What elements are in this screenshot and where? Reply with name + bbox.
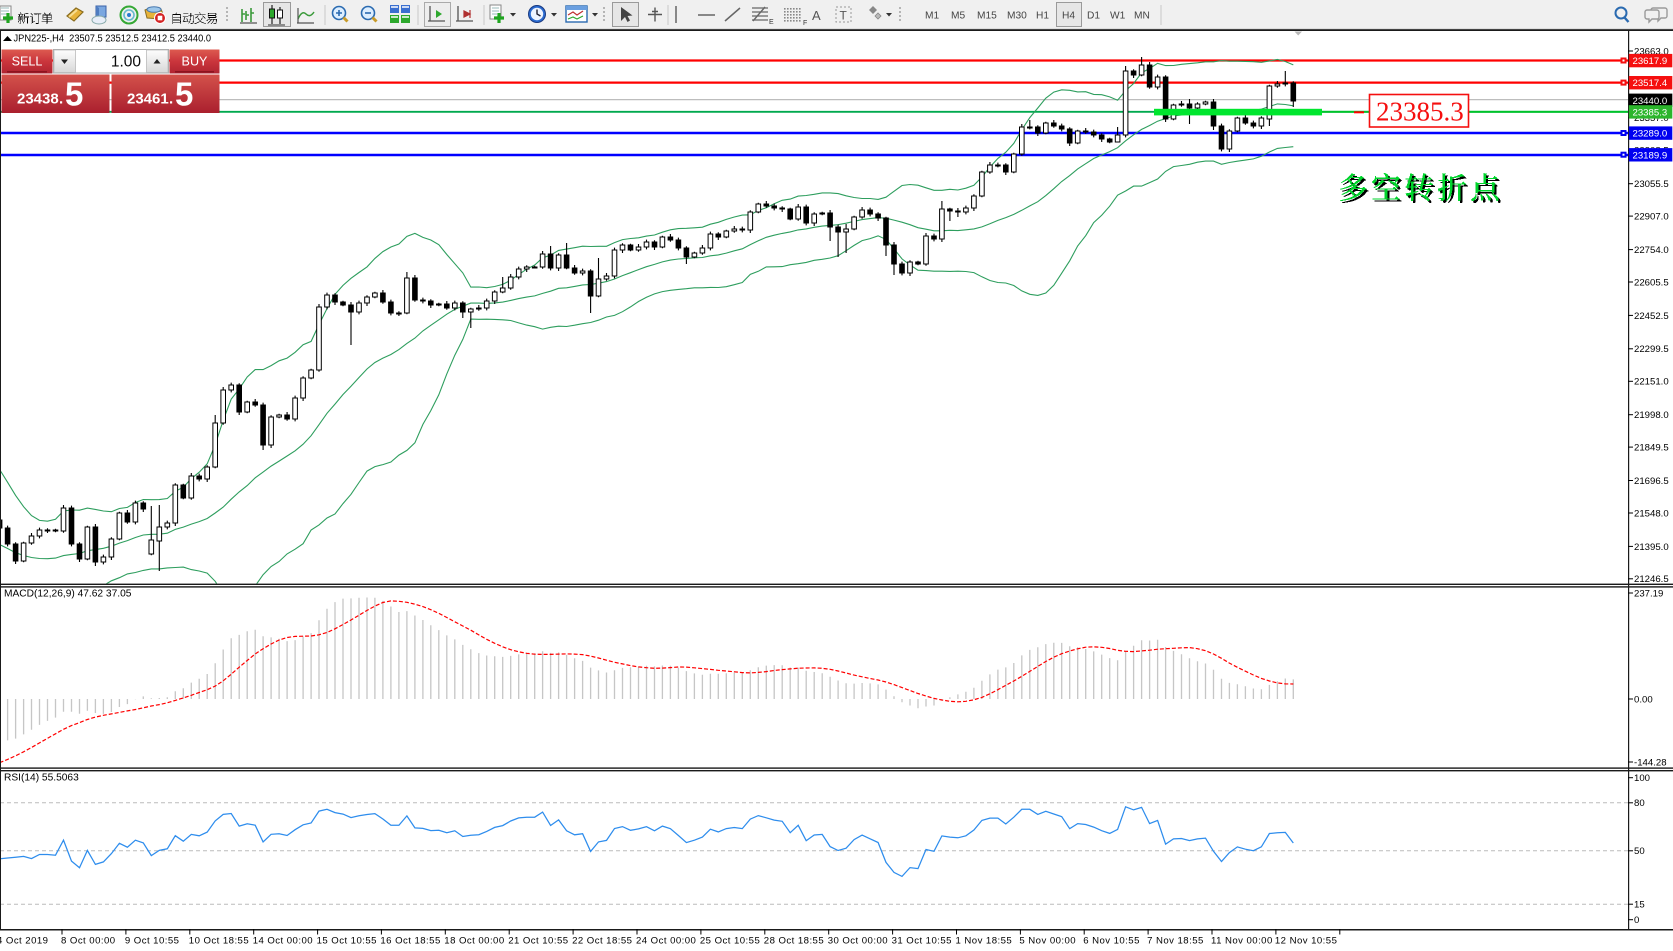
svg-text:22452.5: 22452.5 [1634,311,1669,322]
svg-text:22754.0: 22754.0 [1634,245,1669,256]
svg-text:15 Oct 10:55: 15 Oct 10:55 [317,936,377,947]
svg-text:RSI(14) 55.5063: RSI(14) 55.5063 [4,773,79,784]
svg-text:MN: MN [1134,11,1150,22]
svg-text:21696.5: 21696.5 [1634,476,1669,487]
svg-text:W1: W1 [1110,11,1126,22]
svg-text:16 Oct 18:55: 16 Oct 18:55 [380,936,440,947]
svg-text:28 Oct 18:55: 28 Oct 18:55 [764,936,824,947]
svg-text:1 Nov 18:55: 1 Nov 18:55 [956,936,1013,947]
svg-text:H4: H4 [1062,11,1075,22]
svg-text:T: T [840,9,848,23]
svg-text:5: 5 [65,76,83,113]
svg-text:23357.0: 23357.0 [1634,113,1669,124]
svg-text:H1: H1 [1036,11,1049,22]
svg-text:10 Oct 18:55: 10 Oct 18:55 [189,936,249,947]
svg-text:22907.0: 22907.0 [1634,212,1669,223]
svg-text:24 Oct 00:00: 24 Oct 00:00 [636,936,696,947]
svg-text:21998.0: 21998.0 [1634,410,1669,421]
svg-text:.: . [169,91,173,108]
svg-text:23289.0: 23289.0 [1633,129,1668,140]
svg-text:25 Oct 10:55: 25 Oct 10:55 [700,936,760,947]
svg-text:100: 100 [1634,773,1650,784]
svg-text:23440.0: 23440.0 [1633,96,1668,107]
svg-text:12 Nov 10:55: 12 Nov 10:55 [1275,936,1337,947]
svg-text:31 Oct 10:55: 31 Oct 10:55 [892,936,952,947]
svg-text:9 Oct 10:55: 9 Oct 10:55 [125,936,180,947]
svg-text:23517.4: 23517.4 [1633,78,1668,89]
svg-text:18 Oct 00:00: 18 Oct 00:00 [444,936,504,947]
svg-text:23385.3: 23385.3 [1376,97,1464,127]
svg-text:A: A [812,8,821,23]
svg-text:4 Oct 2019: 4 Oct 2019 [0,936,48,947]
svg-text:30 Oct 00:00: 30 Oct 00:00 [828,936,888,947]
svg-text:5: 5 [175,76,193,113]
svg-text:80: 80 [1634,798,1645,809]
svg-text:F: F [803,20,807,27]
svg-text:SELL: SELL [12,55,43,69]
svg-text:14 Oct 00:00: 14 Oct 00:00 [253,936,313,947]
svg-text:23189.9: 23189.9 [1633,150,1668,161]
svg-text:0.00: 0.00 [1634,694,1653,705]
svg-text:MACD(12,26,9) 47.62 37.05: MACD(12,26,9) 47.62 37.05 [4,589,132,600]
svg-text:8 Oct 00:00: 8 Oct 00:00 [61,936,116,947]
svg-text:BUY: BUY [182,55,208,69]
svg-text:22 Oct 18:55: 22 Oct 18:55 [572,936,632,947]
svg-text:22299.5: 22299.5 [1634,344,1669,355]
svg-text:237.19: 237.19 [1634,588,1663,599]
svg-text:7 Nov 18:55: 7 Nov 18:55 [1147,936,1204,947]
svg-text:E: E [769,19,774,26]
svg-text:15: 15 [1634,900,1645,911]
svg-text:5 Nov 00:00: 5 Nov 00:00 [1019,936,1076,947]
svg-text:D1: D1 [1087,11,1100,22]
svg-text:23385.3: 23385.3 [1633,107,1668,118]
svg-text:6 Nov 10:55: 6 Nov 10:55 [1083,936,1140,947]
svg-text:-144.28: -144.28 [1634,757,1667,768]
svg-text:21849.5: 21849.5 [1634,443,1669,454]
svg-text:M15: M15 [977,11,997,22]
svg-text:0: 0 [1634,915,1639,926]
svg-text:21 Oct 10:55: 21 Oct 10:55 [508,936,568,947]
svg-text:23617.9: 23617.9 [1633,56,1668,67]
svg-text:M5: M5 [951,11,965,22]
svg-text:50: 50 [1634,846,1645,857]
svg-text:11 Nov 00:00: 11 Nov 00:00 [1211,936,1273,947]
svg-text:M30: M30 [1007,11,1027,22]
svg-text:21246.5: 21246.5 [1634,574,1669,585]
svg-text:M1: M1 [925,11,939,22]
svg-text:21395.0: 21395.0 [1634,542,1669,553]
svg-text:.: . [59,91,63,108]
svg-text:21548.0: 21548.0 [1634,508,1669,519]
svg-text:JPN225-,H4 23507.5 23512.5 23: JPN225-,H4 23507.5 23512.5 23412.5 23440… [14,33,212,44]
svg-text:1.00: 1.00 [111,54,142,71]
svg-text:23663.0: 23663.0 [1634,46,1669,57]
svg-text:23055.5: 23055.5 [1634,179,1669,190]
svg-text:23438: 23438 [17,91,59,108]
svg-text:22605.5: 22605.5 [1634,277,1669,288]
svg-text:23461: 23461 [127,91,169,108]
svg-text:22151.0: 22151.0 [1634,377,1669,388]
